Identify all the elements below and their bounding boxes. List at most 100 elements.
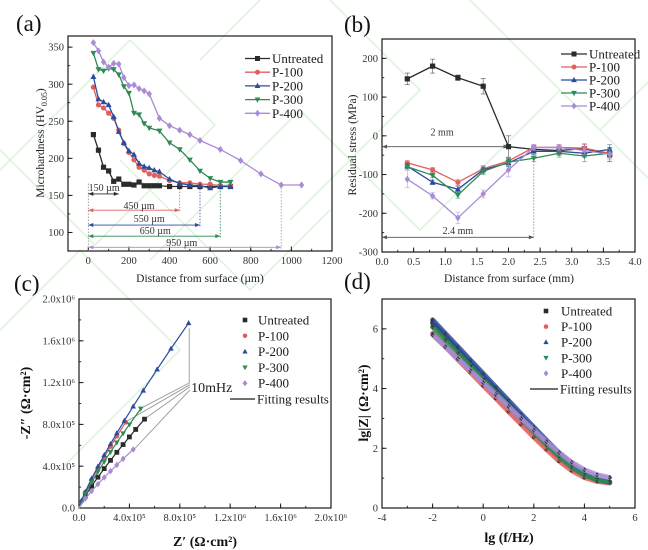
y-tick-label: 1.6x10⁶ [42,336,75,347]
data-point-untreated [90,132,96,138]
legend-label: Fitting results [560,382,632,397]
data-point-p-400 [101,474,107,481]
data-point-p-200 [156,168,163,174]
legend-item: P-100 [561,60,620,75]
arrowhead-right-icon [276,245,282,250]
fit-line-p-300 [78,408,142,509]
annotations: 10mHz [126,328,232,450]
series-p-400 [78,446,136,509]
legend-marker-circle-icon [543,324,549,329]
watermark-shape [289,0,421,221]
x-tick-label: 6 [632,513,637,524]
data-point-p-400 [429,192,436,200]
data-point-p-200 [130,403,136,409]
arrowhead-left-icon [88,234,94,239]
legend-item-fit: Fitting results [530,382,632,397]
data-point-p-200 [125,147,132,154]
legend-item: P-100 [242,328,289,343]
data-point-p-200 [217,183,224,189]
data-point-p-300 [120,431,126,437]
arrowhead-left-icon [382,235,387,240]
data-point-p-300 [131,110,137,117]
data-point-p-200 [136,160,143,166]
legend-item: P-300 [543,350,592,365]
data-point-p-200 [90,73,97,79]
data-point-untreated [404,76,410,82]
x-tick-label: 2.5 [534,257,547,268]
watermark-shape [469,0,648,131]
legend-marker-triangle-up-icon [571,76,577,83]
plot-frame [67,35,333,252]
y-axis-title-main: lg|Z| (Ω·cm²) [357,364,372,442]
y-axis-title-main: -Z″ (Ω·cm²) [19,366,34,439]
data-point-p-200 [168,345,174,351]
panel-label: (b) [344,12,371,37]
x-tick-label: -4 [378,513,387,524]
data-point-p-100 [151,172,157,178]
arrowhead-left-icon [88,191,94,196]
watermark-shape [149,89,648,261]
data-point-p-200 [95,95,102,102]
arrowhead-left-icon [88,245,94,250]
data-point-p-300 [176,147,183,153]
data-point-p-300 [82,491,89,497]
legend-item: P-200 [543,335,592,350]
data-point-p-400 [258,170,264,178]
data-point-p-300 [156,128,163,135]
legend-item: P-300 [245,92,303,107]
data-point-p-200 [454,186,461,192]
x-tick-label: 4.0x10⁵ [113,513,146,524]
data-point-p-200 [121,417,128,423]
series-untreated [90,132,234,190]
data-point-p-400 [100,58,107,66]
data-point-p-100 [455,179,461,185]
data-point-untreated [108,457,113,463]
legend-label: P-400 [561,366,592,381]
data-point-p-400 [107,467,114,475]
data-point-p-300 [207,176,214,182]
data-point-p-200 [146,164,153,171]
data-point-p-200 [107,440,114,446]
data-point-p-300 [454,192,461,199]
data-point-p-200 [207,184,214,191]
legend-marker-triangle-up-icon [254,82,261,89]
y-tick-label: 6 [373,324,378,335]
x-tick-label: 1.0 [439,257,452,268]
data-point-p-300 [146,125,153,132]
data-point-p-400 [404,175,411,183]
legend-label: Fitting results [257,392,329,407]
y-axis-title: -Z″ (Ω·cm²) [19,366,34,439]
data-point-p-300 [114,440,120,446]
x-tick-label: 200 [121,256,137,267]
data-point-p-400 [556,143,562,151]
data-point-p-200 [115,128,122,134]
legend-marker-diamond-icon [254,109,261,117]
legend-label: P-200 [258,344,289,359]
panel-label: (a) [16,11,42,36]
legend-marker-square-icon [543,308,549,314]
x-tick-label: 3.0 [565,257,578,268]
y-axis-title-main: Residual stress (MPa) [347,94,359,195]
data-point-p-100 [141,167,147,173]
legend-item: P-400 [561,99,620,114]
watermark-shape [119,159,331,291]
data-point-untreated [114,449,120,455]
legend-marker-diamond-icon [543,370,549,377]
data-point-p-300 [95,469,101,475]
panel-label: (c) [14,271,40,296]
data-point-p-400 [176,126,183,134]
data-point-p-200 [185,320,192,326]
x-tick-label: 800 [243,256,259,267]
data-point-p-300 [95,67,102,73]
legend-marker-square-icon [255,56,260,61]
legend-item: Untreated [242,313,310,328]
data-point-p-300 [166,140,173,147]
data-point-p-300 [136,112,143,118]
plot-area [381,298,636,509]
data-point-p-400 [166,122,173,130]
legend-label: P-300 [589,86,620,101]
x-tick-label: 0.0 [375,257,388,268]
y-tick-label: 100 [362,93,378,104]
